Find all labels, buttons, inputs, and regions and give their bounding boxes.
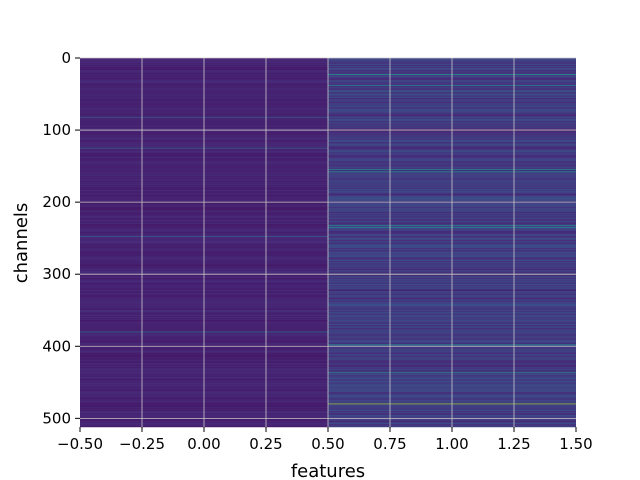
- x-tick-label: 0.00: [187, 435, 220, 453]
- x-tick-label: 1.50: [559, 435, 592, 453]
- y-tick-label: 300: [42, 265, 71, 283]
- x-tick-label: 1.00: [435, 435, 468, 453]
- grid-lines: [80, 57, 576, 427]
- y-tick-label: 400: [42, 337, 71, 355]
- y-tick-label: 200: [42, 193, 71, 211]
- y-tick-label: 500: [42, 409, 71, 427]
- x-tick-label: 0.75: [373, 435, 406, 453]
- y-axis-label: channels: [11, 203, 32, 284]
- x-tick-label: 0.25: [249, 435, 282, 453]
- x-tick-label: 1.25: [497, 435, 530, 453]
- y-tick-label: 100: [42, 121, 71, 139]
- x-tick-label: −0.25: [119, 435, 165, 453]
- y-tick-label: 0: [61, 49, 71, 67]
- x-tick-label: −0.50: [57, 435, 103, 453]
- x-axis-label: features: [291, 461, 365, 480]
- y-axis-ticks: 0 100 200 300 400 500: [42, 49, 80, 427]
- x-axis-ticks: −0.50 −0.25 0.00 0.25 0.50 0.75 1.00 1.25 1.50: [57, 427, 593, 453]
- x-tick-label: 0.50: [311, 435, 344, 453]
